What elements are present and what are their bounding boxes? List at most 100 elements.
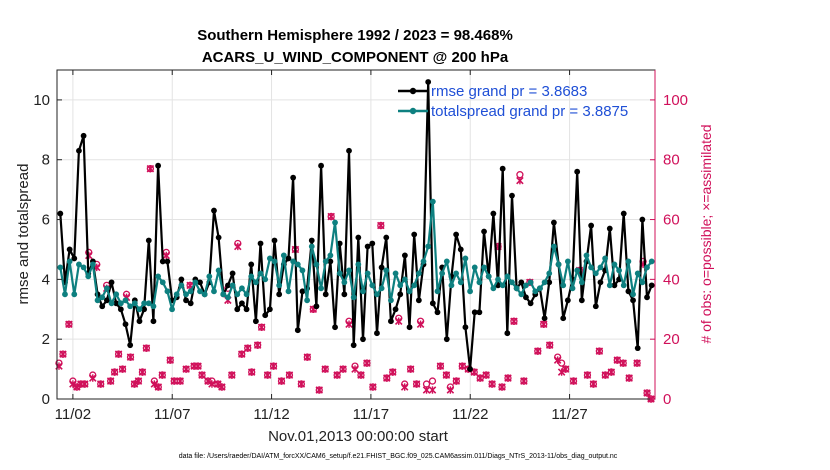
series-point-rmse xyxy=(341,291,348,298)
series-point-rmse xyxy=(355,234,362,241)
nobs-assimilated-marker xyxy=(613,356,622,364)
series-point-totalspread xyxy=(630,291,636,298)
nobs-assimilated-marker xyxy=(166,356,175,364)
series-point-rmse xyxy=(434,309,441,316)
nobs-assimilated-marker xyxy=(583,371,592,379)
series-point-totalspread xyxy=(127,303,134,310)
series-point-totalspread xyxy=(145,300,152,307)
series-point-totalspread xyxy=(648,258,655,265)
y2-tick-label: 80 xyxy=(663,152,680,169)
series-point-rmse xyxy=(620,210,627,217)
nobs-assimilated-marker xyxy=(126,353,135,361)
series-point-totalspread xyxy=(262,276,269,283)
series-point-totalspread xyxy=(313,261,320,268)
nobs-assimilated-marker xyxy=(106,377,115,385)
series-point-totalspread xyxy=(541,279,548,286)
series-point-rmse xyxy=(117,306,124,313)
series-point-totalspread xyxy=(131,300,138,307)
series-point-totalspread xyxy=(406,288,413,295)
series-point-totalspread xyxy=(62,291,68,298)
series-point-totalspread xyxy=(355,261,362,268)
series-point-totalspread xyxy=(471,264,478,271)
nobs-assimilated-marker xyxy=(243,344,252,352)
nobs-assimilated-marker xyxy=(162,251,171,260)
series-point-totalspread xyxy=(467,288,473,295)
series-point-totalspread xyxy=(583,252,590,259)
series-point-rmse xyxy=(252,318,259,325)
series-point-totalspread xyxy=(229,282,236,289)
nobs-assimilated-marker xyxy=(406,365,415,373)
series-line-rmse xyxy=(59,80,653,371)
series-point-totalspread xyxy=(169,306,175,313)
nobs-assimilated-marker xyxy=(498,383,506,391)
series-point-rmse xyxy=(271,237,278,244)
series-point-rmse xyxy=(374,330,380,337)
nobs-assimilated-marker xyxy=(253,341,262,349)
series-point-rmse xyxy=(518,279,525,286)
series-point-rmse xyxy=(639,216,646,223)
nobs-assimilated-marker xyxy=(633,359,641,367)
series-point-rmse xyxy=(541,315,548,322)
nobs-assimilated-marker xyxy=(96,380,105,388)
series-point-rmse xyxy=(257,240,264,247)
series-point-totalspread xyxy=(206,273,213,280)
series-point-totalspread xyxy=(429,198,436,205)
nobs-assimilated-marker xyxy=(363,359,371,367)
series-point-rmse xyxy=(597,279,604,286)
nobs-assimilated-marker xyxy=(388,368,397,376)
series-point-totalspread xyxy=(420,258,427,265)
series-point-rmse xyxy=(415,297,422,304)
series-point-totalspread xyxy=(178,282,185,289)
nobs-assimilated-marker xyxy=(569,377,578,385)
nobs-assimilated-marker xyxy=(176,377,184,385)
series-point-rmse xyxy=(578,297,585,304)
legend-totalspread-label: totalspread grand pr = 3.8875 xyxy=(431,103,628,120)
series-point-rmse xyxy=(266,306,273,313)
series-point-rmse xyxy=(76,147,82,154)
y-tick-label: 2 xyxy=(42,331,50,348)
series-point-rmse xyxy=(471,309,478,316)
x-tick-label: 11/07 xyxy=(154,406,190,423)
series-point-totalspread xyxy=(90,261,96,268)
series-point-totalspread xyxy=(476,279,483,286)
series-point-rmse xyxy=(360,336,366,343)
series-point-totalspread xyxy=(141,300,148,307)
series-point-rmse xyxy=(318,162,324,169)
series-point-totalspread xyxy=(308,243,315,250)
nobs-assimilated-marker xyxy=(297,380,306,388)
series-point-rmse xyxy=(136,318,143,325)
series-point-totalspread xyxy=(346,267,352,274)
series-lines xyxy=(57,79,655,372)
y2-tick-label: 60 xyxy=(663,212,680,229)
series-point-totalspread xyxy=(280,252,287,259)
series-point-totalspread xyxy=(620,282,627,289)
series-point-rmse xyxy=(183,297,189,304)
series-point-totalspread xyxy=(453,270,460,277)
series-point-totalspread xyxy=(588,264,595,271)
series-point-totalspread xyxy=(122,297,129,304)
x-tick-label: 11/02 xyxy=(55,406,91,423)
series-point-rmse xyxy=(406,324,413,331)
series-point-rmse xyxy=(159,258,166,265)
legend-rmse-marker xyxy=(409,87,417,95)
series-point-totalspread xyxy=(192,279,199,286)
nobs-assimilated-marker xyxy=(520,377,528,385)
series-point-totalspread xyxy=(369,282,376,289)
nobs-assimilated-marker xyxy=(218,383,226,391)
series-point-rmse xyxy=(550,219,557,226)
series-point-rmse xyxy=(411,231,418,238)
series-point-rmse xyxy=(490,210,497,217)
series-point-totalspread xyxy=(564,258,571,265)
series-point-totalspread xyxy=(215,267,222,274)
series-point-totalspread xyxy=(136,306,143,313)
nobs-assimilated-marker xyxy=(234,242,242,251)
series-point-rmse xyxy=(113,300,120,307)
series-point-rmse xyxy=(108,279,115,286)
nobs-assimilated-marker xyxy=(134,377,143,385)
nobs-assimilated-marker xyxy=(118,365,127,373)
y-tick-label: 4 xyxy=(42,271,50,288)
series-point-totalspread xyxy=(248,273,255,280)
series-point-rmse xyxy=(145,237,152,244)
series-point-totalspread xyxy=(481,264,487,271)
